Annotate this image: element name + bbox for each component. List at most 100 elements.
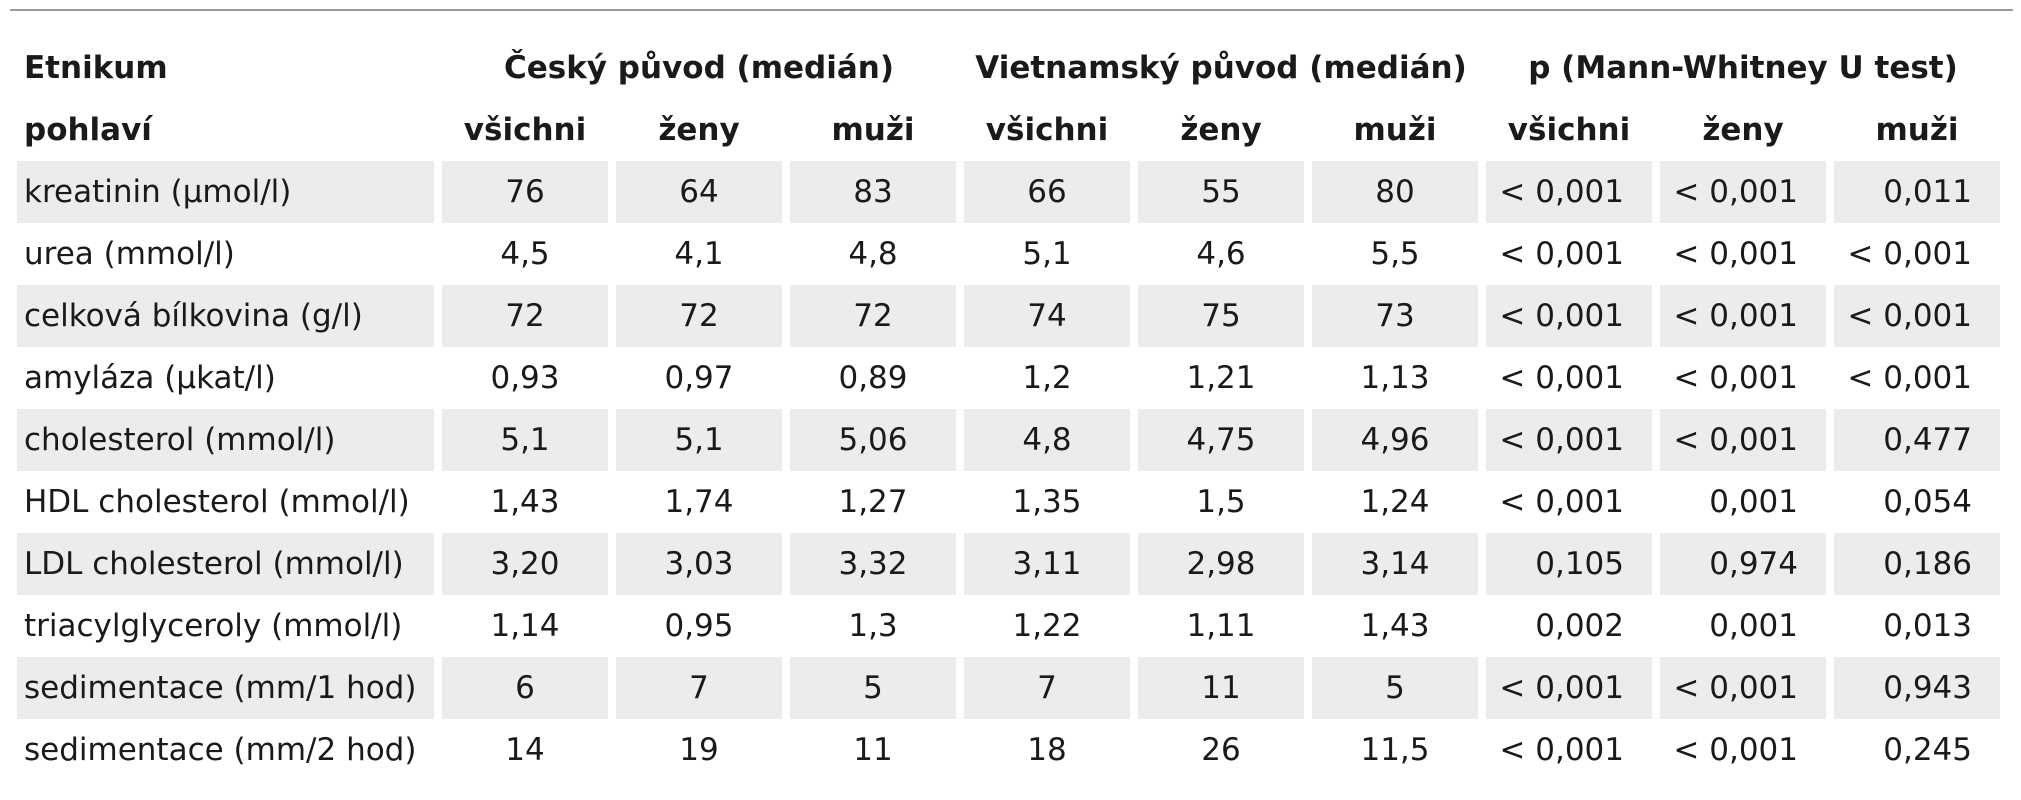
header-col: ženy bbox=[1660, 99, 1826, 161]
lab-results-table: Etnikum Český původ (medián) Vietnamský … bbox=[9, 37, 2008, 781]
median-cell: 6 bbox=[442, 657, 608, 719]
median-cell: 0,93 bbox=[490, 360, 560, 396]
header-col: muži bbox=[790, 99, 956, 161]
median-cell: 74 bbox=[964, 285, 1130, 347]
p-value-cell: < 0,001 bbox=[1499, 236, 1624, 272]
median-cell: 1,74 bbox=[664, 484, 734, 520]
median-cell: 0,97 bbox=[664, 360, 734, 396]
median-cell: 0,95 bbox=[664, 608, 734, 644]
median-cell: 11,5 bbox=[1360, 732, 1430, 768]
median-cell: 1,43 bbox=[490, 484, 560, 520]
p-value-cell: < 0,001 bbox=[1673, 360, 1798, 396]
median-cell: 3,11 bbox=[964, 533, 1130, 595]
row-label: urea (mmol/l) bbox=[24, 236, 235, 272]
median-cell: 80 bbox=[1312, 161, 1478, 223]
median-cell: 3,20 bbox=[442, 533, 608, 595]
header-row-groups: Etnikum Český původ (medián) Vietnamský … bbox=[17, 37, 2000, 99]
median-cell: 5 bbox=[1312, 657, 1478, 719]
p-value-cell: < 0,001 bbox=[1673, 732, 1798, 768]
row-label: kreatinin (µmol/l) bbox=[17, 161, 434, 223]
median-cell: 73 bbox=[1312, 285, 1478, 347]
table-row: HDL cholesterol (mmol/l) 1,43 1,74 1,27 1,35… bbox=[17, 471, 2000, 533]
p-value-cell: 0,943 bbox=[1834, 657, 2000, 719]
median-cell: 3,14 bbox=[1312, 533, 1478, 595]
p-value-cell: 0,974 bbox=[1660, 533, 1826, 595]
median-cell: 5,1 bbox=[442, 409, 608, 471]
row-label: LDL cholesterol (mmol/l) bbox=[17, 533, 434, 595]
row-label: cholesterol (mmol/l) bbox=[17, 409, 434, 471]
p-value-cell: < 0,001 bbox=[1499, 360, 1624, 396]
median-cell: 1,35 bbox=[1012, 484, 1082, 520]
p-value-cell: 0,054 bbox=[1883, 484, 1972, 520]
median-cell: 5,06 bbox=[790, 409, 956, 471]
row-label: sedimentace (mm/2 hod) bbox=[24, 732, 417, 768]
p-value-cell: < 0,001 bbox=[1486, 161, 1652, 223]
median-cell: 1,24 bbox=[1360, 484, 1430, 520]
median-cell: 26 bbox=[1201, 732, 1241, 768]
median-cell: 4,75 bbox=[1138, 409, 1304, 471]
median-cell: 4,8 bbox=[848, 236, 898, 272]
median-cell: 55 bbox=[1138, 161, 1304, 223]
median-cell: 19 bbox=[679, 732, 719, 768]
header-group-czech: Český původ (medián) bbox=[442, 37, 956, 99]
p-value-cell: 0,186 bbox=[1834, 533, 2000, 595]
p-value-cell: 0,001 bbox=[1709, 484, 1798, 520]
median-cell: 3,03 bbox=[616, 533, 782, 595]
row-label: amyláza (µkat/l) bbox=[24, 360, 276, 396]
median-cell: 76 bbox=[442, 161, 608, 223]
p-value-cell: < 0,001 bbox=[1486, 657, 1652, 719]
median-cell: 7 bbox=[616, 657, 782, 719]
table-row: urea (mmol/l) 4,5 4,1 4,8 5,1 4,6 5,5 < 0,001 < … bbox=[17, 223, 2000, 285]
median-cell: 5,1 bbox=[1022, 236, 1072, 272]
header-row-sex: pohlaví všichni ženy muži všichni ženy m… bbox=[17, 99, 2000, 161]
p-value-cell: < 0,001 bbox=[1660, 285, 1826, 347]
table-row: celková bílkovina (g/l) 72 72 72 74 75 73 < 0,0… bbox=[17, 285, 2000, 347]
median-cell: 3,32 bbox=[790, 533, 956, 595]
median-cell: 1,2 bbox=[1022, 360, 1072, 396]
p-value-cell: < 0,001 bbox=[1847, 236, 1972, 272]
p-value-cell: < 0,001 bbox=[1847, 360, 1972, 396]
median-cell: 11 bbox=[1138, 657, 1304, 719]
median-cell: 2,98 bbox=[1138, 533, 1304, 595]
table-body: kreatinin (µmol/l) 76 64 83 66 55 80 < 0,001 < 0… bbox=[17, 161, 2000, 781]
table-row: cholesterol (mmol/l) 5,1 5,1 5,06 4,8 4,75 4,9… bbox=[17, 409, 2000, 471]
median-cell: 1,5 bbox=[1196, 484, 1246, 520]
median-cell: 72 bbox=[442, 285, 608, 347]
p-value-cell: < 0,001 bbox=[1673, 236, 1798, 272]
header-ethnicity-label: Etnikum bbox=[17, 37, 434, 99]
median-cell: 72 bbox=[616, 285, 782, 347]
median-cell: 4,96 bbox=[1312, 409, 1478, 471]
median-cell: 0,89 bbox=[838, 360, 908, 396]
row-label: HDL cholesterol (mmol/l) bbox=[24, 484, 410, 520]
median-cell: 75 bbox=[1138, 285, 1304, 347]
p-value-cell: < 0,001 bbox=[1499, 732, 1624, 768]
table-row: kreatinin (µmol/l) 76 64 83 66 55 80 < 0,001 < 0… bbox=[17, 161, 2000, 223]
table-row: amyláza (µkat/l) 0,93 0,97 0,89 1,2 1,21 1,13 <… bbox=[17, 347, 2000, 409]
top-rule bbox=[10, 9, 2013, 11]
p-value-cell: 0,477 bbox=[1834, 409, 2000, 471]
p-value-cell: < 0,001 bbox=[1660, 161, 1826, 223]
median-cell: 1,3 bbox=[848, 608, 898, 644]
median-cell: 1,43 bbox=[1360, 608, 1430, 644]
p-value-cell: < 0,001 bbox=[1660, 409, 1826, 471]
header-group-vietnamese: Vietnamský původ (medián) bbox=[964, 37, 1478, 99]
p-value-cell: < 0,001 bbox=[1499, 484, 1624, 520]
table-row: sedimentace (mm/2 hod) 14 19 11 18 26 11,5 < 0,… bbox=[17, 719, 2000, 781]
median-cell: 5,5 bbox=[1370, 236, 1420, 272]
table-row: sedimentace (mm/1 hod) 6 7 5 7 11 5 < 0,001 < 0,… bbox=[17, 657, 2000, 719]
median-cell: 4,1 bbox=[674, 236, 724, 272]
row-label: triacylglyceroly (mmol/l) bbox=[24, 608, 403, 644]
p-value-cell: 0,245 bbox=[1883, 732, 1972, 768]
median-cell: 72 bbox=[790, 285, 956, 347]
median-cell: 83 bbox=[790, 161, 956, 223]
header-group-p-value: p (Mann-Whitney U test) bbox=[1486, 37, 2000, 99]
median-cell: 18 bbox=[1027, 732, 1067, 768]
header-col: ženy bbox=[616, 99, 782, 161]
table-row: LDL cholesterol (mmol/l) 3,20 3,03 3,32 3,11… bbox=[17, 533, 2000, 595]
p-value-cell: 0,105 bbox=[1486, 533, 1652, 595]
median-cell: 1,27 bbox=[838, 484, 908, 520]
p-value-cell: < 0,001 bbox=[1660, 657, 1826, 719]
median-cell: 5 bbox=[790, 657, 956, 719]
median-cell: 4,6 bbox=[1196, 236, 1246, 272]
median-cell: 66 bbox=[964, 161, 1130, 223]
